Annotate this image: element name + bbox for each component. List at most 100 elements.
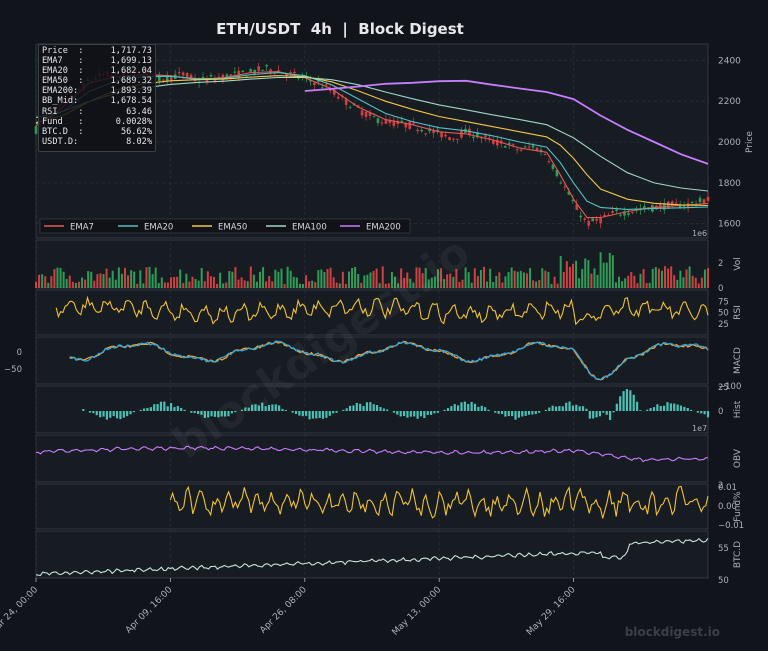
- volume-bar: [529, 268, 532, 288]
- hist-bar: [278, 405, 281, 411]
- hist-bar: [409, 411, 412, 417]
- candle-body: [599, 218, 602, 224]
- candle-body: [678, 204, 682, 209]
- volume-bar: [203, 281, 206, 288]
- volume-bar: [286, 266, 289, 288]
- hist-bar: [375, 404, 379, 411]
- info-row: EMA200: 1,893.39: [42, 86, 152, 96]
- info-value: 1,689.32: [110, 76, 152, 87]
- volume-bar: [114, 279, 117, 288]
- hist-bar: [612, 411, 615, 413]
- candle-body: [583, 218, 587, 220]
- volume-bar: [338, 283, 341, 288]
- hist-bar: [129, 411, 132, 415]
- hist-bar: [305, 411, 308, 416]
- candle-body: [555, 170, 559, 177]
- hist-bar: [413, 411, 416, 417]
- volume-bar: [547, 271, 550, 288]
- candle-body: [249, 68, 253, 72]
- candle-body: [289, 72, 292, 74]
- hist-bar: [240, 409, 244, 411]
- candle-body: [523, 146, 527, 148]
- volume-bar: [62, 271, 65, 288]
- hist-bar: [291, 411, 294, 413]
- hist-bar: [450, 406, 453, 411]
- volume-bar: [660, 270, 663, 288]
- volume-bar: [320, 269, 323, 288]
- hist-bar: [308, 411, 311, 420]
- hist-bar: [585, 408, 588, 411]
- candle-body: [623, 211, 626, 216]
- hist-bar: [396, 411, 399, 415]
- volume-bar: [673, 275, 676, 288]
- y-tick-label: 75: [718, 297, 729, 307]
- hist-bar: [436, 411, 439, 413]
- hist-bar: [463, 401, 466, 411]
- hist-bar: [652, 407, 656, 411]
- candle-body: [503, 146, 507, 148]
- hist-bar: [348, 405, 352, 411]
- volume-bar: [212, 276, 215, 288]
- candle-body: [416, 129, 420, 132]
- hist-bar: [207, 411, 210, 418]
- candle-body: [567, 191, 571, 195]
- volume-bar: [381, 266, 384, 288]
- obv-line: [35, 445, 709, 463]
- volume-bar: [483, 266, 485, 288]
- hist-bar: [527, 411, 531, 415]
- hist-bar: [372, 404, 375, 411]
- hist-bar: [703, 411, 706, 415]
- candle-body: [420, 129, 424, 132]
- volume-bar: [648, 282, 651, 288]
- volume-bar: [216, 283, 219, 288]
- volume-bar: [565, 261, 568, 288]
- volume-bar: [590, 273, 593, 288]
- hist-bar: [200, 411, 203, 415]
- candle-body: [603, 214, 606, 217]
- volume-bar: [366, 274, 369, 288]
- volume-bar: [243, 280, 246, 288]
- hist-bar: [453, 404, 456, 411]
- candle-body: [484, 135, 487, 138]
- y-tick-label: 2: [718, 259, 723, 269]
- hist-bar: [673, 403, 676, 411]
- volume-bar: [185, 273, 188, 288]
- candle-body: [440, 132, 443, 138]
- candle-body: [324, 84, 328, 86]
- hist-bar: [386, 409, 389, 411]
- hist-bar: [402, 411, 406, 417]
- volume-bar: [691, 275, 694, 288]
- volume-bar: [654, 267, 657, 288]
- hist-bar: [109, 411, 112, 418]
- volume-bar: [71, 281, 74, 288]
- y-tick-label: 0.01: [718, 483, 737, 493]
- hist-bar: [254, 404, 257, 411]
- hist-bar: [575, 404, 578, 411]
- hist-bar: [399, 411, 402, 417]
- hist-bar: [149, 407, 152, 411]
- volume-bar: [219, 272, 222, 288]
- hist-bar: [608, 411, 612, 421]
- candle-body: [233, 71, 237, 73]
- candle-body: [690, 201, 694, 203]
- volume-bar: [65, 279, 68, 288]
- candle-body: [551, 164, 555, 169]
- hist-bar: [227, 411, 230, 417]
- hist-bar: [190, 411, 193, 413]
- candle-body: [217, 76, 221, 78]
- hist-bar: [659, 405, 662, 411]
- volume-bar: [657, 268, 660, 288]
- candle-body: [527, 146, 531, 148]
- chart-title: ETH/USDT 4h | Block Digest: [216, 20, 464, 38]
- hist-bar: [548, 407, 551, 411]
- volume-bar: [271, 281, 274, 288]
- volume-bar: [90, 271, 93, 288]
- hist-bar: [284, 409, 287, 411]
- volume-bar: [93, 280, 96, 288]
- volume-bar: [265, 281, 268, 288]
- candle-body: [412, 122, 416, 124]
- info-value: 56.62%: [120, 126, 152, 137]
- volume-bar: [415, 267, 418, 288]
- hist-bar: [88, 411, 92, 413]
